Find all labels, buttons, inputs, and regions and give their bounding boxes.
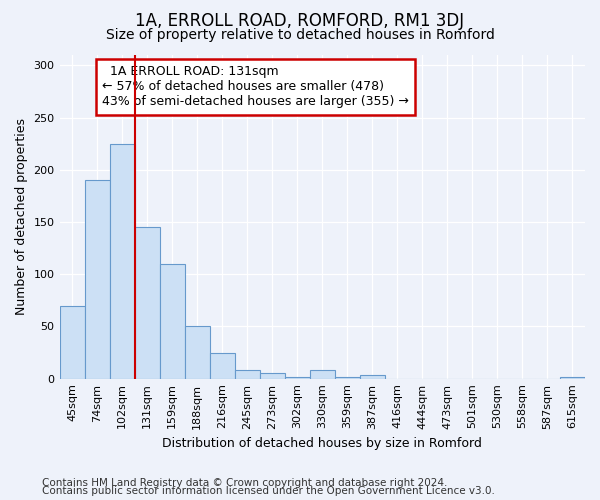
Bar: [235, 370, 260, 378]
Bar: [85, 180, 110, 378]
Text: 1A, ERROLL ROAD, ROMFORD, RM1 3DJ: 1A, ERROLL ROAD, ROMFORD, RM1 3DJ: [136, 12, 464, 30]
Bar: [260, 374, 285, 378]
Bar: [110, 144, 134, 378]
X-axis label: Distribution of detached houses by size in Romford: Distribution of detached houses by size …: [163, 437, 482, 450]
Bar: [59, 306, 85, 378]
Bar: [285, 376, 310, 378]
Text: Size of property relative to detached houses in Romford: Size of property relative to detached ho…: [106, 28, 494, 42]
Bar: [310, 370, 335, 378]
Text: Contains public sector information licensed under the Open Government Licence v3: Contains public sector information licen…: [42, 486, 495, 496]
Bar: [360, 374, 385, 378]
Bar: [134, 228, 160, 378]
Bar: [335, 376, 360, 378]
Text: Contains HM Land Registry data © Crown copyright and database right 2024.: Contains HM Land Registry data © Crown c…: [42, 478, 448, 488]
Bar: [185, 326, 209, 378]
Bar: [160, 264, 185, 378]
Y-axis label: Number of detached properties: Number of detached properties: [15, 118, 28, 316]
Bar: [209, 352, 235, 378]
Bar: [560, 376, 585, 378]
Text: 1A ERROLL ROAD: 131sqm  
← 57% of detached houses are smaller (478)
43% of semi-: 1A ERROLL ROAD: 131sqm ← 57% of detached…: [102, 66, 409, 108]
